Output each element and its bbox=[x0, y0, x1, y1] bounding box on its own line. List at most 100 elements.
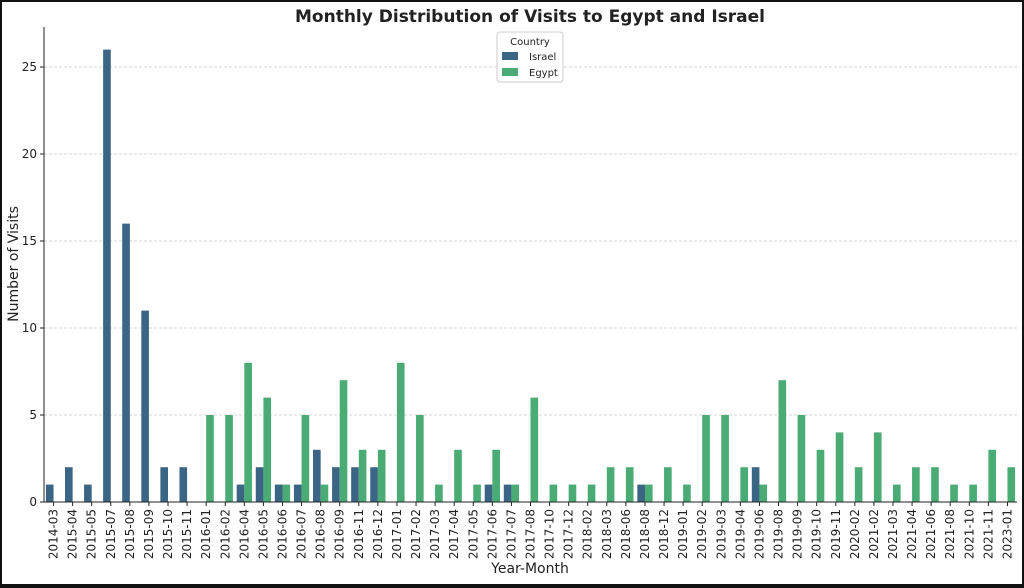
bar-egypt-2016-12 bbox=[377, 449, 386, 502]
x-tick-label: 2017-07 bbox=[504, 509, 518, 559]
bar-egypt-2017-01 bbox=[396, 362, 405, 502]
x-tick-label: 2019-04 bbox=[733, 509, 747, 559]
x-tick-label: 2017-12 bbox=[562, 509, 576, 559]
x-axis-label: Year-Month bbox=[490, 561, 569, 577]
bar-egypt-2017-07 bbox=[511, 484, 520, 502]
x-tick-label: 2019-10 bbox=[810, 509, 824, 559]
bar-egypt-2019-01 bbox=[683, 484, 691, 502]
x-tick-label: 2017-04 bbox=[447, 509, 461, 559]
x-tick-label: 2016-09 bbox=[333, 509, 347, 559]
y-tick-label: 20 bbox=[22, 147, 37, 161]
x-tick-label: 2021-10 bbox=[962, 509, 976, 559]
x-tick-label: 2020-02 bbox=[848, 509, 862, 559]
grid bbox=[44, 66, 1017, 416]
bar-israel-2016-07 bbox=[293, 484, 302, 502]
bar-israel-2016-08 bbox=[313, 449, 321, 502]
x-tick-label: 2017-01 bbox=[390, 509, 404, 559]
bar-egypt-2017-04 bbox=[454, 449, 462, 502]
bar-israel-2016-11 bbox=[351, 467, 359, 502]
bar-egypt-2021-02 bbox=[873, 432, 882, 502]
bars bbox=[45, 49, 1016, 503]
x-tick-label: 2019-03 bbox=[714, 509, 728, 559]
bar-egypt-2016-08 bbox=[320, 484, 329, 502]
x-tick-label: 2016-01 bbox=[199, 509, 213, 559]
x-tick-label: 2016-04 bbox=[237, 509, 251, 559]
bar-israel-2018-08 bbox=[637, 484, 645, 502]
bar-egypt-2019-04 bbox=[740, 467, 748, 502]
bar-egypt-2023-01 bbox=[1007, 467, 1016, 502]
x-tick-label: 2019-11 bbox=[829, 509, 843, 559]
x-tick-label: 2015-08 bbox=[123, 509, 137, 559]
bar-israel-2016-04 bbox=[236, 484, 245, 502]
x-tick-label: 2016-11 bbox=[352, 509, 366, 559]
y-tick-label: 25 bbox=[22, 60, 37, 74]
x-tick-label: 2018-12 bbox=[657, 509, 671, 559]
bar-egypt-2017-05 bbox=[473, 484, 481, 502]
bar-egypt-2021-04 bbox=[912, 467, 920, 502]
bar-israel-2015-08 bbox=[122, 223, 130, 503]
chart-title: Monthly Distribution of Visits to Egypt … bbox=[295, 7, 765, 27]
bar-egypt-2018-06 bbox=[625, 467, 634, 502]
bar-israel-2016-06 bbox=[274, 484, 283, 502]
x-tick-label: 2015-07 bbox=[104, 509, 118, 559]
bar-israel-2015-07 bbox=[103, 49, 111, 503]
bar-egypt-2016-07 bbox=[301, 415, 310, 502]
bar-egypt-2018-08 bbox=[644, 484, 653, 502]
legend-swatch-israel bbox=[502, 52, 518, 60]
bar-egypt-2016-01 bbox=[206, 415, 214, 502]
bar-egypt-2016-04 bbox=[244, 362, 252, 502]
x-tick-label: 2021-06 bbox=[924, 509, 938, 559]
bar-israel-2016-12 bbox=[370, 467, 378, 502]
legend-label-egypt: Egypt bbox=[529, 68, 558, 79]
x-tick-label: 2016-08 bbox=[314, 509, 328, 559]
x-tick-label: 2017-02 bbox=[409, 509, 423, 559]
bar-israel-2015-10 bbox=[160, 467, 169, 502]
bar-egypt-2019-08 bbox=[778, 380, 787, 502]
axes: 0 5 10 15 20 25 2014-03 2015-04 2015-05 2015-07 20… bbox=[22, 27, 1017, 559]
x-tick-label: 2017-06 bbox=[485, 509, 499, 559]
x-tick-label: 2021-03 bbox=[886, 509, 900, 559]
bar-egypt-2019-10 bbox=[816, 449, 825, 502]
bar-egypt-2017-03 bbox=[435, 484, 443, 502]
x-tick-label: 2015-11 bbox=[180, 509, 194, 559]
bar-egypt-2019-09 bbox=[797, 415, 806, 502]
bar-egypt-2019-11 bbox=[835, 432, 844, 502]
bar-israel-2015-11 bbox=[179, 467, 188, 502]
bar-egypt-2016-06 bbox=[282, 484, 291, 502]
bar-egypt-2016-05 bbox=[263, 397, 272, 502]
bar-egypt-2017-02 bbox=[416, 415, 424, 502]
legend-title: Country bbox=[510, 37, 550, 48]
x-tick-label: 2015-05 bbox=[85, 509, 99, 559]
x-tick-label: 2018-02 bbox=[581, 509, 595, 559]
x-tick-label: 2016-07 bbox=[295, 509, 309, 559]
y-axis-label: Number of Visits bbox=[6, 206, 22, 322]
x-tick-label: 2018-03 bbox=[600, 509, 614, 559]
x-tick-label: 2018-06 bbox=[619, 509, 633, 559]
bar-egypt-2016-02 bbox=[225, 415, 233, 502]
x-tick-label: 2019-02 bbox=[695, 509, 709, 559]
bar-israel-2016-09 bbox=[332, 467, 340, 502]
bar-egypt-2016-09 bbox=[339, 380, 348, 502]
bar-egypt-2021-10 bbox=[969, 484, 977, 502]
bar-egypt-2018-03 bbox=[606, 467, 615, 502]
bar-israel-2016-05 bbox=[255, 467, 264, 502]
x-tick-label: 2015-10 bbox=[161, 509, 175, 559]
bar-israel-2014-03 bbox=[45, 484, 54, 502]
x-tick-label: 2019-01 bbox=[676, 509, 690, 559]
legend-swatch-egypt bbox=[502, 68, 518, 76]
bar-israel-2015-09 bbox=[141, 310, 149, 502]
x-tick-label: 2015-04 bbox=[66, 509, 80, 559]
bar-israel-2019-06 bbox=[751, 467, 760, 502]
x-tick-label: 2018-08 bbox=[638, 509, 652, 559]
x-tick-label: 2019-09 bbox=[791, 509, 805, 559]
y-tick-label: 15 bbox=[22, 234, 37, 248]
x-tick-label: 2017-05 bbox=[466, 509, 480, 559]
legend: Country Israel Egypt bbox=[496, 31, 564, 83]
bar-egypt-2021-03 bbox=[892, 484, 901, 502]
x-tick-label: 2021-02 bbox=[867, 509, 881, 559]
x-tick-label: 2019-06 bbox=[752, 509, 766, 559]
bar-israel-2017-07 bbox=[503, 484, 512, 502]
bar-egypt-2017-10 bbox=[549, 484, 558, 502]
bar-egypt-2017-06 bbox=[492, 449, 500, 502]
